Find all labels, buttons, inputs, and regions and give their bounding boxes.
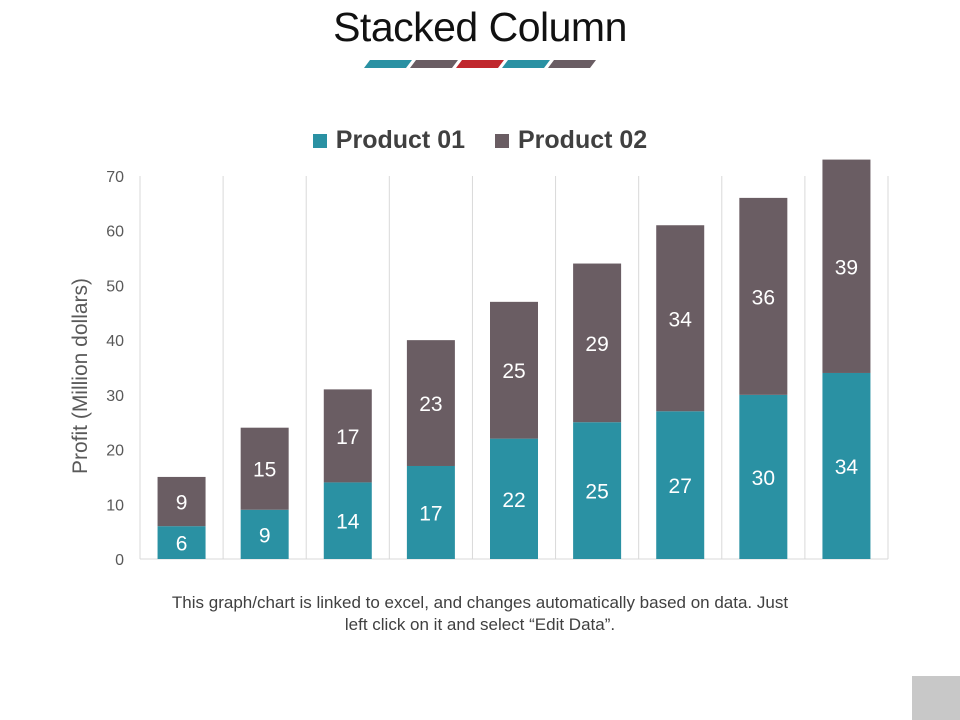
bar-segment-product-01 xyxy=(406,465,455,559)
y-tick-label: 0 xyxy=(115,552,124,569)
bar-segment-product-01 xyxy=(656,411,705,559)
title-underline-decoration xyxy=(364,60,596,68)
data-label: 27 xyxy=(669,475,692,498)
chart-legend: Product 01 Product 02 xyxy=(0,126,960,155)
legend-label-product-01: Product 01 xyxy=(335,126,465,154)
bar-segment-product-01 xyxy=(240,509,289,559)
legend-item-product-02: Product 02 xyxy=(495,126,647,155)
data-label: 23 xyxy=(419,393,442,416)
bar-segment-product-02 xyxy=(822,159,871,373)
chart-caption: This graph/chart is linked to excel, and… xyxy=(171,593,789,634)
data-label: 34 xyxy=(669,308,693,331)
bar-segment-product-02 xyxy=(240,427,289,510)
data-label: 30 xyxy=(752,467,775,490)
data-label: 34 xyxy=(835,456,859,479)
data-label: 25 xyxy=(585,481,608,504)
bar-segment-product-01 xyxy=(739,394,788,559)
y-tick-label: 10 xyxy=(106,497,124,514)
bar-segment-product-01 xyxy=(490,438,538,559)
data-label: 6 xyxy=(176,533,188,556)
corner-box xyxy=(912,676,960,720)
y-tick-label: 60 xyxy=(106,224,124,241)
y-tick-label: 20 xyxy=(106,443,124,460)
data-label: 36 xyxy=(752,286,775,309)
bar-segment-product-02 xyxy=(406,340,455,466)
deco-segment xyxy=(364,60,412,68)
data-label: 17 xyxy=(419,502,442,525)
deco-segment xyxy=(548,60,596,68)
bar-segment-product-01 xyxy=(573,422,622,559)
data-label: 15 xyxy=(253,459,276,482)
data-label: 9 xyxy=(259,524,271,547)
bar-segment-product-02 xyxy=(157,476,206,527)
data-label: 17 xyxy=(336,426,359,449)
legend-item-product-01: Product 01 xyxy=(312,126,465,155)
data-label: 14 xyxy=(336,511,360,534)
data-label: 9 xyxy=(176,492,188,515)
data-label: 29 xyxy=(585,333,608,356)
bar-segment-product-01 xyxy=(822,372,871,559)
bar-segment-product-02 xyxy=(656,225,705,412)
y-tick-label: 70 xyxy=(106,169,124,186)
legend-label-product-02: Product 02 xyxy=(518,126,648,154)
deco-segment xyxy=(456,60,504,68)
bar-segment-product-02 xyxy=(490,301,538,439)
y-tick-label: 40 xyxy=(106,333,124,350)
bar-segment-product-01 xyxy=(323,482,372,559)
data-label: 39 xyxy=(835,256,858,279)
data-label: 25 xyxy=(502,360,525,383)
bar-segment-product-01 xyxy=(157,526,206,559)
bar-segment-product-02 xyxy=(739,197,788,395)
page-title: Stacked Column xyxy=(333,4,627,50)
data-label: 22 xyxy=(502,489,525,512)
y-tick-label: 50 xyxy=(106,278,124,295)
bar-segment-product-02 xyxy=(573,263,622,423)
bar-segment-product-02 xyxy=(323,389,372,483)
deco-segment xyxy=(410,60,458,68)
deco-segment xyxy=(502,60,550,68)
y-tick-label: 30 xyxy=(106,388,124,405)
legend-swatch-product-02 xyxy=(495,133,509,148)
legend-swatch-product-01 xyxy=(312,133,327,148)
